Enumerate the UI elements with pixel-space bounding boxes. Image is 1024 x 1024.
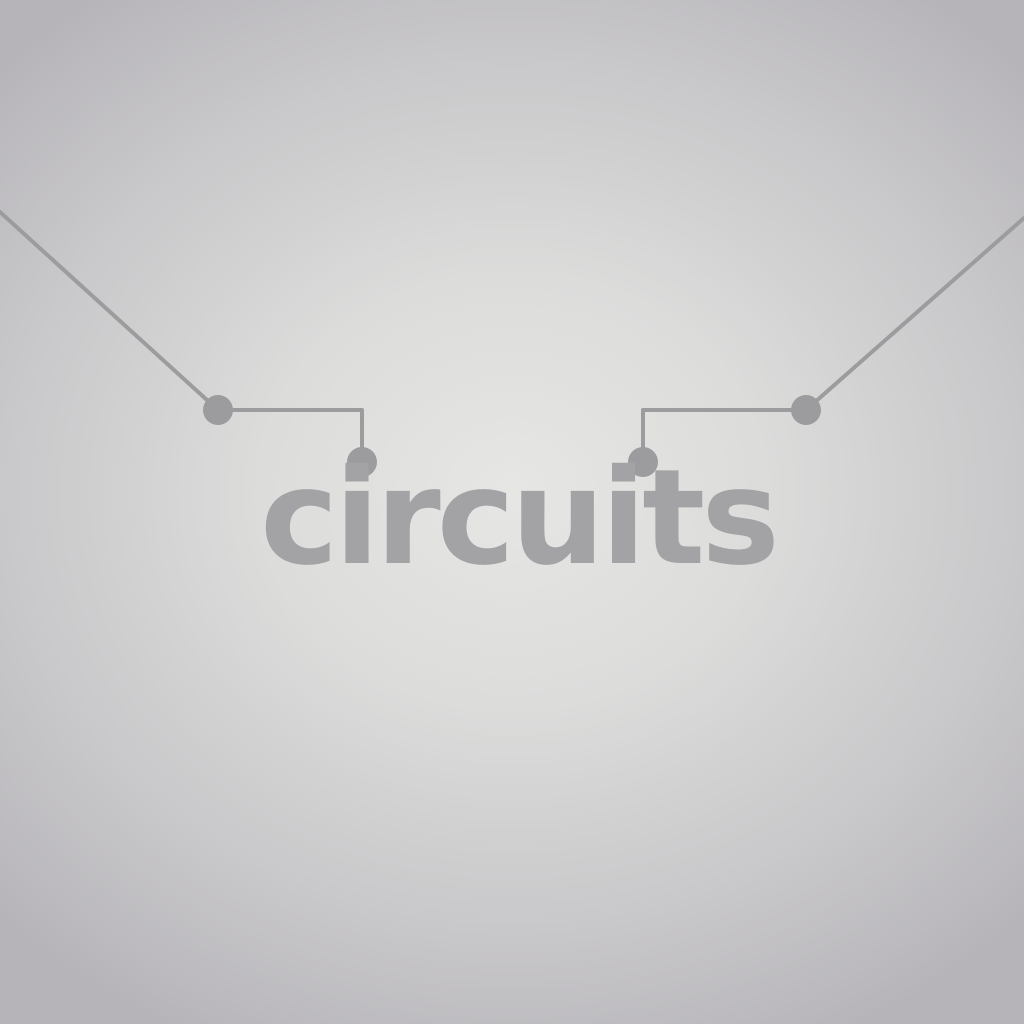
left-i-dot-node: [347, 447, 377, 477]
right-wire-node: [791, 395, 821, 425]
left-wire-node: [203, 395, 233, 425]
right-wire: [641, 216, 1024, 464]
game-logo-title: circuits: [260, 441, 780, 595]
left-wire: [0, 210, 364, 464]
right-i-dot-node: [628, 447, 658, 477]
